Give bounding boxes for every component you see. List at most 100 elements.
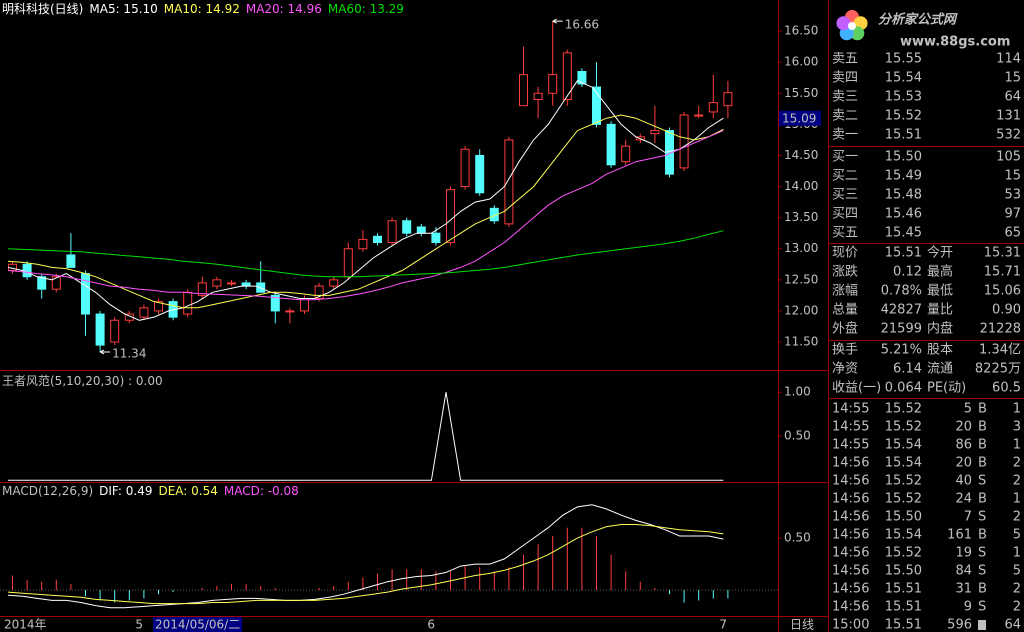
- trade-time: 14:56: [832, 546, 869, 561]
- trade-count: 3: [1013, 420, 1021, 435]
- candle-body: [212, 279, 222, 287]
- trade-price: 15.54: [885, 456, 922, 471]
- candle-body: [621, 145, 631, 163]
- quote-value: 15.31: [984, 246, 1021, 261]
- trade-volume: 40: [955, 474, 972, 489]
- trade-volume: 7: [964, 510, 972, 525]
- quote-label: 股本: [927, 343, 953, 358]
- trade-count: 1: [1013, 492, 1021, 507]
- candle-body: [197, 282, 207, 296]
- legend-item: MACD: -0.08: [224, 484, 299, 498]
- trade-side: B: [978, 456, 987, 471]
- legend-item: DEA: 0.54: [158, 484, 217, 498]
- quote-value: 0.78%: [881, 284, 922, 299]
- trade-count: 1: [1013, 402, 1021, 417]
- candle-body: [577, 71, 587, 85]
- y-tick-label: 12.00: [784, 303, 818, 317]
- candle-body: [154, 301, 163, 312]
- ma-line: [7, 130, 724, 301]
- trade-side: S: [978, 474, 986, 489]
- candle-body: [489, 207, 499, 222]
- cursor-date-box: [153, 617, 243, 632]
- y-tick-label: 1.00: [784, 385, 811, 399]
- quote-value: 5.21%: [881, 343, 922, 358]
- logo-url: www.88gs.com: [900, 35, 1010, 50]
- quote-label: 内盘: [927, 321, 953, 337]
- book-volume: 97: [1004, 207, 1021, 222]
- candle-body: [533, 92, 543, 100]
- candle-body: [679, 114, 689, 169]
- trade-side: B: [978, 402, 987, 417]
- period-label: 日线: [790, 618, 814, 632]
- trade-count: 1: [1013, 546, 1021, 561]
- trade-time: 14:56: [832, 528, 869, 543]
- quote-value: 6.14: [893, 362, 922, 377]
- quote-label: 换手: [832, 343, 858, 358]
- quote-label: 涨跌: [832, 264, 858, 280]
- legend: 王者风范(5,10,20,30) : 0.00: [2, 374, 163, 388]
- macd-line: [7, 524, 724, 605]
- candle-body: [373, 235, 382, 244]
- indicator-title: 王者风范(5,10,20,30) : 0.00: [2, 374, 163, 388]
- trade-count: 2: [1013, 600, 1021, 615]
- candle-body: [22, 263, 32, 278]
- x-tick-label: 7: [719, 618, 727, 632]
- y-tick-label: 16.50: [784, 24, 818, 38]
- legend-item: DIF: 0.49: [99, 484, 152, 498]
- candle-body: [227, 282, 236, 285]
- candle-body: [416, 226, 426, 234]
- trade-price: 15.52: [885, 474, 922, 489]
- quote-value: 21599: [881, 322, 922, 337]
- trade-count: 2: [1013, 474, 1021, 489]
- x-tick-label: 5: [135, 618, 143, 632]
- annotation-arrow: [552, 18, 563, 24]
- quote-label: 最高: [927, 264, 953, 280]
- indicator-line: [8, 392, 724, 481]
- logo-petal: [836, 16, 851, 31]
- book-volume: 15: [1004, 169, 1021, 184]
- book-volume: 105: [996, 150, 1021, 165]
- trade-volume: 596: [947, 618, 972, 632]
- book-volume: 15: [1004, 71, 1021, 86]
- trade-volume: 24: [955, 492, 972, 507]
- quote-label: 现价: [832, 246, 858, 261]
- trade-time: 15:00: [832, 618, 869, 632]
- quote-value: 8225万: [975, 362, 1021, 377]
- quote-value: 42827: [881, 303, 922, 318]
- trade-side: B: [978, 492, 987, 507]
- trade-time: 14:56: [832, 564, 869, 579]
- trade-time: 14:55: [832, 438, 869, 453]
- trade-price: 15.50: [885, 564, 922, 579]
- y-tick-label: 12.50: [784, 272, 818, 286]
- trade-time: 14:56: [832, 510, 869, 525]
- candle-body: [650, 130, 660, 135]
- book-volume: 65: [1004, 226, 1021, 241]
- candle-body: [343, 248, 353, 278]
- trade-volume: 5: [964, 402, 972, 417]
- trade-price: 15.54: [885, 438, 922, 453]
- ma-line: [7, 230, 724, 278]
- trade-count: 5: [1013, 528, 1021, 543]
- book-price: 15.53: [885, 90, 922, 105]
- candle-body: [358, 238, 368, 250]
- quote-label: 今开: [927, 245, 953, 261]
- trade-side: B: [978, 582, 987, 597]
- book-price: 15.52: [885, 109, 922, 124]
- trade-count: 2: [1013, 582, 1021, 597]
- candle-body: [329, 279, 339, 287]
- low-annotation: 11.34: [112, 346, 146, 360]
- book-volume: 532: [996, 128, 1021, 143]
- trade-price: 15.51: [885, 618, 922, 632]
- legend: MACD(12,26,9) DIF: 0.49 DEA: 0.54 MACD: -0.…: [2, 484, 299, 498]
- candle-body: [460, 148, 470, 188]
- trade-count: 1: [1013, 438, 1021, 453]
- trade-count: 2: [1013, 456, 1021, 471]
- candle-body: [66, 254, 76, 268]
- y-tick-label: 0.50: [784, 531, 811, 545]
- book-label: 买四: [832, 207, 858, 222]
- trade-time: 14:55: [832, 420, 869, 435]
- book-price: 15.45: [885, 226, 922, 241]
- candle-body: [723, 92, 733, 107]
